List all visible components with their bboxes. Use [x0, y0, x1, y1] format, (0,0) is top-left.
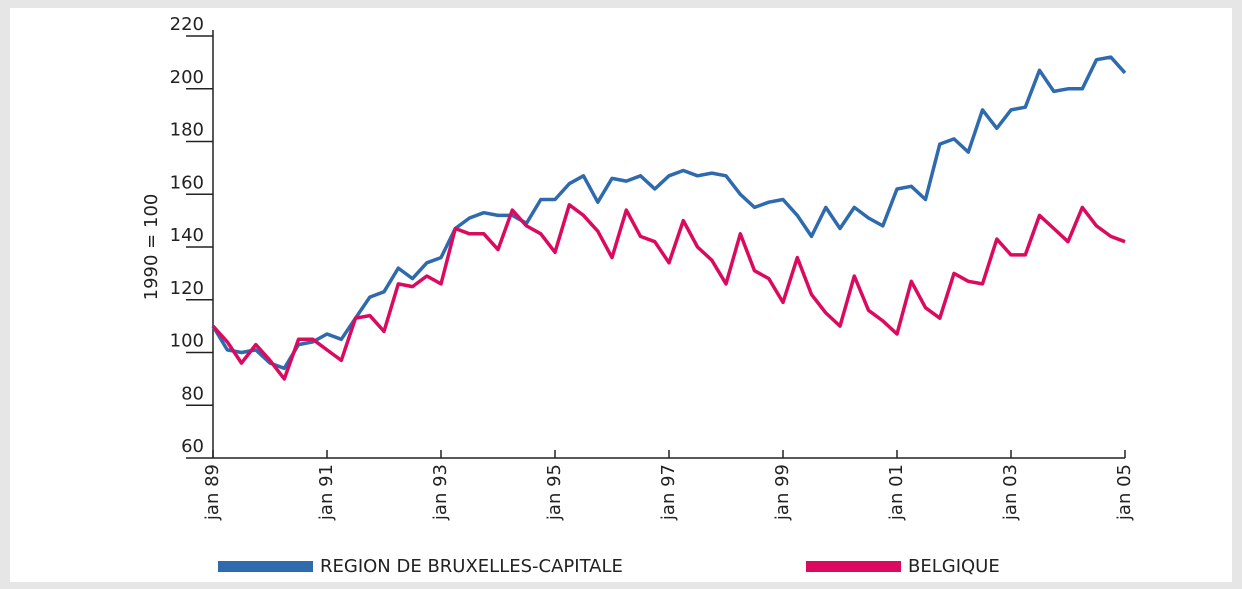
series-line: [211, 203, 1126, 381]
y-tick-label: 220: [170, 14, 204, 35]
y-tick-label: 60: [181, 436, 204, 457]
x-tick-label: jan 99: [772, 464, 793, 521]
x-tick-label: jan 93: [430, 464, 451, 521]
x-tick-label: jan 97: [658, 464, 679, 521]
y-tick-label: 80: [181, 383, 204, 404]
x-tick-label: jan 01: [886, 464, 907, 521]
x-tick-label: jan 89: [202, 464, 223, 521]
y-tick-label: 120: [170, 278, 204, 299]
y-tick-label: 180: [170, 120, 204, 141]
x-tick-label: jan 91: [316, 464, 337, 521]
y-tick-label: 140: [170, 225, 204, 246]
y-tick-label: 160: [170, 172, 204, 193]
legend-swatch: [806, 561, 901, 572]
legend-label: REGION DE BRUXELLES-CAPITALE: [320, 556, 623, 577]
legend-label: BELGIQUE: [908, 556, 1000, 577]
series-line: [211, 55, 1127, 371]
y-tick-label: 200: [170, 67, 204, 88]
y-axis-label: 1990 = 100: [141, 194, 162, 301]
y-tick-label: 100: [170, 331, 204, 352]
x-tick-label: jan 05: [1114, 464, 1135, 521]
x-tick-label: jan 03: [1000, 464, 1021, 521]
legend-swatch: [218, 561, 313, 572]
x-tick-label: jan 95: [544, 464, 565, 521]
